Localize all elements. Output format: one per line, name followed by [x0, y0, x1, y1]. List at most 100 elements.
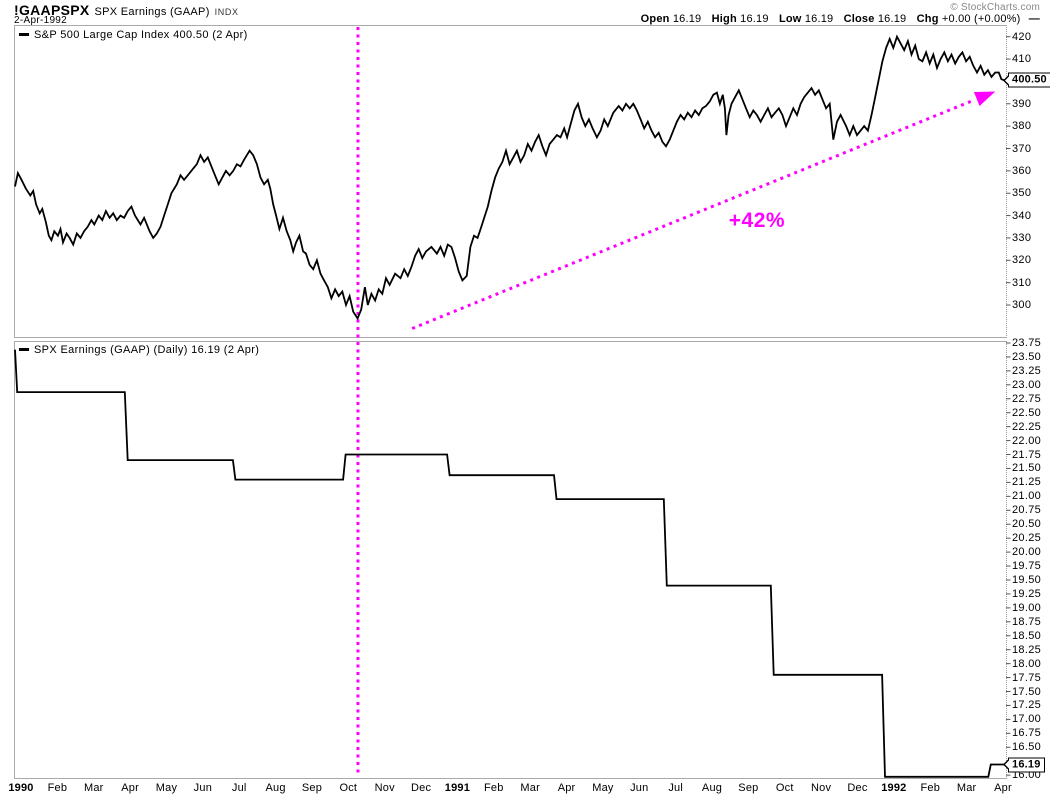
x-tick-label: May	[592, 782, 614, 794]
y-tick-label: 17.50	[1012, 685, 1042, 698]
close-label: Close	[843, 13, 875, 25]
y-tick-label: 320	[1012, 254, 1032, 267]
y-tick-label: 19.50	[1012, 573, 1042, 586]
x-tick-label: Feb	[920, 782, 941, 794]
y-tick-label: 21.25	[1012, 476, 1042, 489]
price-panel	[14, 25, 1007, 338]
x-tick-label: Jun	[630, 782, 649, 794]
x-tick-label: Apr	[121, 782, 139, 794]
y-tick-label: 18.25	[1012, 643, 1042, 656]
x-tick-label: 1990	[8, 782, 34, 794]
y-tick-label: 16.50	[1012, 741, 1042, 754]
price-series-swatch-icon	[19, 33, 29, 36]
y-tick-label: 20.50	[1012, 518, 1042, 531]
y-tick-label: 19.75	[1012, 560, 1042, 573]
y-tick-label: 20.25	[1012, 532, 1042, 545]
y-tick-label: 21.75	[1012, 448, 1042, 461]
x-tick-label: Nov	[374, 782, 395, 794]
earnings-last-value-tag: 16.19	[1008, 757, 1045, 773]
y-tick-label: 410	[1012, 53, 1032, 66]
price-last-value-tag: 400.50	[1008, 72, 1050, 88]
y-tick-label: 21.50	[1012, 462, 1042, 475]
y-tick-label: 310	[1012, 276, 1032, 289]
earnings-panel	[14, 341, 1007, 779]
open-label: Open	[640, 13, 670, 25]
series-dash-icon: —	[1028, 13, 1040, 25]
y-tick-label: 22.25	[1012, 420, 1042, 433]
x-tick-label: Dec	[847, 782, 868, 794]
quote-line: Open 16.19 High 16.19 Low 16.19 Close 16…	[634, 13, 1040, 25]
x-tick-label: Sep	[738, 782, 759, 794]
y-tick-label: 23.00	[1012, 378, 1042, 391]
y-tick-label: 370	[1012, 142, 1032, 155]
y-tick-label: 23.75	[1012, 337, 1042, 349]
open-value: 16.19	[672, 13, 702, 25]
y-tick-label: 340	[1012, 209, 1032, 222]
price-legend-text: S&P 500 Large Cap Index 400.50 (2 Apr)	[34, 29, 248, 41]
y-tick-label: 19.00	[1012, 601, 1042, 614]
y-tick-label: 300	[1012, 299, 1032, 312]
y-tick-label: 22.50	[1012, 406, 1042, 419]
y-tick-label: 17.00	[1012, 713, 1042, 726]
chart-date: 2-Apr-1992	[14, 15, 68, 26]
x-tick-label: Jun	[193, 782, 213, 794]
earnings-legend-text: SPX Earnings (GAAP) (Daily) 16.19 (2 Apr…	[34, 344, 260, 356]
y-tick-label: 16.00	[1012, 769, 1042, 782]
x-tick-label: Mar	[956, 782, 977, 794]
y-tick-label: 390	[1012, 97, 1032, 110]
x-tick-label: May	[155, 782, 178, 794]
y-tick-label: 18.00	[1012, 657, 1042, 670]
low-label: Low	[778, 13, 802, 25]
y-tick-label: 20.00	[1012, 546, 1042, 559]
x-tick-label: Jul	[668, 782, 683, 794]
y-tick-label: 18.75	[1012, 615, 1042, 628]
close-value: 16.19	[877, 13, 907, 25]
ticker-description: SPX Earnings (GAAP)	[94, 6, 210, 18]
x-tick-label: Aug	[265, 782, 286, 794]
y-tick-label: 18.50	[1012, 629, 1042, 642]
chg-label: Chg	[916, 13, 939, 25]
chart-title: !GAAPSPX SPX Earnings (GAAP) INDX	[14, 2, 239, 20]
x-tick-label: Oct	[339, 782, 358, 794]
earnings-legend: SPX Earnings (GAAP) (Daily) 16.19 (2 Apr…	[19, 344, 259, 356]
y-tick-label: 350	[1012, 187, 1032, 200]
x-tick-label: Feb	[47, 782, 68, 794]
ticker-symbol: !GAAPSPX	[14, 2, 90, 18]
x-tick-label: Mar	[520, 782, 540, 794]
price-legend: S&P 500 Large Cap Index 400.50 (2 Apr)	[19, 29, 248, 41]
x-tick-label: Oct	[775, 782, 794, 794]
x-tick-label: 1991	[444, 782, 471, 794]
x-tick-label: Apr	[557, 782, 576, 794]
exchange-label: INDX	[214, 7, 239, 17]
x-tick-label: Sep	[301, 782, 323, 794]
y-tick-label: 17.75	[1012, 671, 1042, 684]
earnings-series-swatch-icon	[19, 348, 29, 351]
y-tick-label: 20.75	[1012, 504, 1042, 517]
y-tick-label: 19.25	[1012, 587, 1042, 600]
y-tick-label: 21.00	[1012, 490, 1042, 503]
y-tick-label: 22.00	[1012, 434, 1042, 447]
percent-gain-annotation: +42%	[728, 209, 786, 233]
y-tick-label: 360	[1012, 164, 1032, 177]
x-tick-label: Dec	[410, 782, 432, 794]
x-tick-label: Jul	[231, 782, 247, 794]
y-tick-label: 420	[1012, 30, 1032, 43]
x-tick-label: 1992	[881, 782, 907, 794]
y-tick-label: 16.75	[1012, 727, 1042, 740]
y-tick-label: 330	[1012, 231, 1032, 244]
x-tick-label: Nov	[811, 782, 832, 794]
low-value: 16.19	[804, 13, 834, 25]
x-tick-label: Apr	[994, 782, 1012, 794]
high-value: 16.19	[740, 13, 769, 25]
x-tick-label: Feb	[484, 782, 504, 794]
high-label: High	[711, 13, 737, 25]
chg-value: +0.00 (+0.00%)	[941, 13, 1021, 25]
x-tick-label: Mar	[83, 782, 104, 794]
copyright-text: © StockCharts.com	[950, 2, 1040, 13]
x-tick-label: Aug	[701, 782, 723, 794]
y-tick-label: 22.75	[1012, 392, 1042, 405]
y-tick-label: 23.25	[1012, 364, 1042, 377]
y-tick-label: 17.25	[1012, 699, 1042, 712]
y-tick-label: 23.50	[1012, 350, 1042, 363]
